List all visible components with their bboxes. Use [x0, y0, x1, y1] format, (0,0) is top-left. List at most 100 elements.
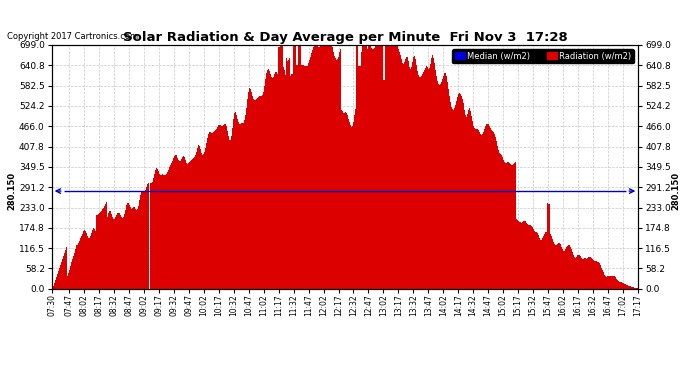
Bar	[116, 215, 117, 289]
Bar	[263, 92, 264, 289]
Bar	[613, 276, 614, 289]
Bar	[357, 45, 358, 289]
Bar	[434, 63, 435, 289]
Bar	[426, 66, 427, 289]
Bar	[251, 92, 253, 289]
Bar	[336, 60, 337, 289]
Bar	[400, 56, 401, 289]
Bar	[471, 116, 472, 289]
Bar	[309, 60, 310, 289]
Bar	[125, 210, 126, 289]
Bar	[446, 82, 448, 289]
Bar	[320, 45, 321, 289]
Bar	[269, 71, 270, 289]
Bar	[604, 274, 605, 289]
Bar	[347, 115, 348, 289]
Bar	[279, 47, 280, 289]
Bar	[152, 182, 153, 289]
Bar	[488, 124, 489, 289]
Bar	[343, 113, 344, 289]
Bar	[364, 45, 365, 289]
Bar	[573, 255, 574, 289]
Bar	[171, 163, 172, 289]
Bar	[373, 49, 374, 289]
Bar	[270, 74, 271, 289]
Bar	[153, 178, 155, 289]
Bar	[408, 62, 409, 289]
Bar	[491, 131, 493, 289]
Bar	[404, 62, 405, 289]
Bar	[418, 75, 419, 289]
Bar	[327, 45, 328, 289]
Bar	[162, 174, 164, 289]
Bar	[587, 258, 589, 289]
Bar	[419, 77, 420, 289]
Bar	[331, 45, 332, 289]
Bar	[199, 146, 200, 289]
Bar	[578, 255, 580, 289]
Bar	[533, 231, 535, 289]
Bar	[526, 224, 528, 289]
Bar	[54, 283, 55, 289]
Bar	[204, 152, 206, 289]
Bar	[335, 58, 336, 289]
Bar	[349, 122, 350, 289]
Bar	[300, 45, 301, 289]
Bar	[433, 58, 434, 289]
Bar	[157, 169, 159, 289]
Bar	[355, 109, 356, 289]
Bar	[321, 45, 322, 289]
Bar	[623, 283, 624, 289]
Bar	[598, 262, 600, 289]
Bar	[333, 52, 334, 289]
Bar	[285, 75, 286, 289]
Bar	[423, 72, 424, 289]
Bar	[462, 99, 463, 289]
Bar	[459, 93, 460, 289]
Bar	[346, 112, 347, 289]
Bar	[584, 258, 585, 289]
Bar	[609, 276, 611, 289]
Bar	[571, 249, 573, 289]
Bar	[281, 45, 282, 289]
Bar	[630, 286, 631, 289]
Bar	[615, 277, 616, 289]
Bar	[502, 160, 504, 289]
Bar	[209, 132, 210, 289]
Bar	[303, 65, 304, 289]
Bar	[316, 45, 317, 289]
Bar	[603, 272, 604, 289]
Bar	[247, 99, 248, 289]
Bar	[222, 126, 224, 289]
Bar	[257, 98, 258, 289]
Bar	[275, 72, 276, 289]
Bar	[428, 68, 430, 289]
Bar	[175, 154, 177, 289]
Bar	[273, 76, 274, 289]
Bar	[135, 210, 137, 289]
Bar	[59, 268, 60, 289]
Text: 280.150: 280.150	[672, 172, 681, 210]
Bar	[406, 57, 407, 289]
Bar	[296, 65, 297, 289]
Bar	[272, 78, 273, 289]
Bar	[276, 72, 277, 289]
Title: Solar Radiation & Day Average per Minute  Fri Nov 3  17:28: Solar Radiation & Day Average per Minute…	[123, 31, 567, 44]
Bar	[262, 95, 263, 289]
Bar	[631, 286, 632, 289]
Bar	[92, 228, 94, 289]
Bar	[146, 184, 148, 289]
Bar	[452, 110, 453, 289]
Bar	[479, 132, 480, 289]
Bar	[448, 96, 450, 289]
Bar	[354, 115, 355, 289]
Bar	[538, 238, 540, 289]
Bar	[444, 74, 445, 289]
Bar	[556, 245, 558, 289]
Bar	[215, 130, 217, 289]
Bar	[358, 66, 359, 289]
Bar	[213, 132, 215, 289]
Bar	[415, 58, 416, 289]
Bar	[382, 45, 383, 289]
Bar	[398, 49, 399, 289]
